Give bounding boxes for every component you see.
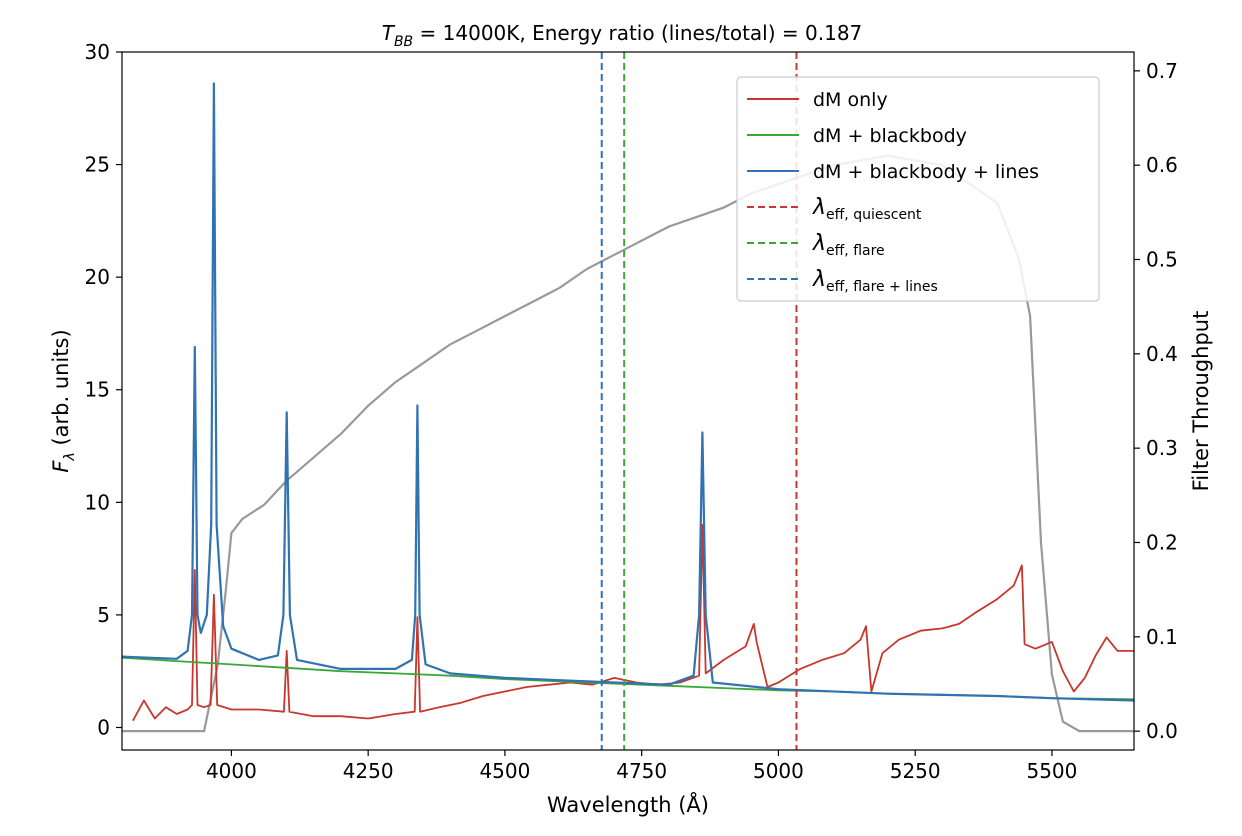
x-tick-label: 5250 [890,759,941,783]
y2-tick-label: 0.2 [1146,530,1178,554]
legend: dM only dM + blackbody dM + blackbody + li… [736,76,1100,302]
x-tick-label: 4500 [479,759,530,783]
x-axis-label: Wavelength (Å) [547,791,709,817]
legend-entry-label: dM + blackbody [813,125,967,147]
y-tick-label: 0 [97,715,110,739]
x-tick-label: 5000 [753,759,804,783]
y2-tick-label: 0.4 [1146,342,1178,366]
y-tick-label: 5 [97,603,110,627]
y-tick-label: 30 [85,40,110,64]
plot-frame [121,51,1135,751]
chart-title: TBB = 14000K, Energy ratio (lines/total)… [382,21,863,50]
y-tick-label: 25 [85,153,110,177]
y2-tick-label: 0.6 [1146,153,1178,177]
legend-entry-label: λeff, flare + lines [812,267,938,295]
x-tick-label: 4250 [343,759,394,783]
y2-axis-label: Filter Throughput [1189,311,1213,492]
y2-tick-label: 0.5 [1146,248,1178,272]
x-tick-label: 5500 [1026,759,1077,783]
x-tick-label: 4750 [616,759,667,783]
y2-tick-label: 0.3 [1146,436,1178,460]
y2-tick-label: 0.7 [1146,59,1178,83]
y2-tick-label: 0.0 [1146,719,1178,743]
legend-entry-label: dM + blackbody + lines [813,161,1039,183]
series-line-dm-blackbody-lines [122,82,1134,702]
y-axis-label: Fλ (arb. units) [49,329,78,472]
y-tick-label: 20 [85,265,110,289]
y-tick-label: 15 [85,378,110,402]
legend-box [736,76,1100,302]
series-line-dm-blackbody [122,656,1134,701]
y2-tick-label: 0.1 [1146,625,1178,649]
legend-entry-label: λeff, quiescent [812,195,922,223]
y-tick-label: 10 [85,490,110,514]
legend-entry-label: λeff, flare [812,231,885,259]
legend-entry-label: dM only [813,89,888,111]
x-tick-label: 4000 [206,759,257,783]
